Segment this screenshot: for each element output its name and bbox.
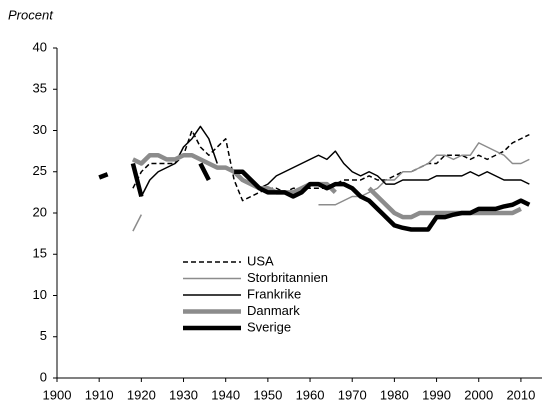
x-tick-label: 2000 (464, 387, 493, 402)
legend-label: USA (247, 253, 274, 268)
x-tick-label: 1940 (211, 387, 240, 402)
x-tick-label: 1960 (296, 387, 325, 402)
x-tick-label: 1970 (338, 387, 367, 402)
x-tick-label: 1910 (85, 387, 114, 402)
x-tick-label: 2010 (506, 387, 535, 402)
legend-label: Danmark (247, 303, 300, 318)
line-series (98, 162, 531, 232)
y-tick-label: 30 (33, 122, 47, 137)
x-tick-label: 1920 (127, 387, 156, 402)
line-series (131, 153, 522, 220)
y-tick-label: 35 (33, 81, 47, 96)
y-tick-label: 20 (33, 204, 47, 219)
y-tick-label: 5 (40, 328, 47, 343)
y-tick-label: 25 (33, 163, 47, 178)
y-axis-label: Procent (8, 7, 54, 22)
y-tick-label: 40 (33, 39, 47, 54)
line-series (132, 142, 530, 232)
x-tick-label: 1930 (169, 387, 198, 402)
x-tick-label: 1980 (380, 387, 409, 402)
x-tick-label: 1990 (422, 387, 451, 402)
x-tick-label: 1900 (43, 387, 72, 402)
x-tick-label: 1950 (253, 387, 282, 402)
y-tick-label: 15 (33, 246, 47, 261)
y-tick-label: 0 (40, 369, 47, 384)
legend-label: Sverige (247, 319, 291, 334)
y-tick-label: 10 (33, 287, 47, 302)
legend-label: Frankrike (247, 286, 301, 301)
legend-label: Storbritannien (247, 270, 328, 285)
